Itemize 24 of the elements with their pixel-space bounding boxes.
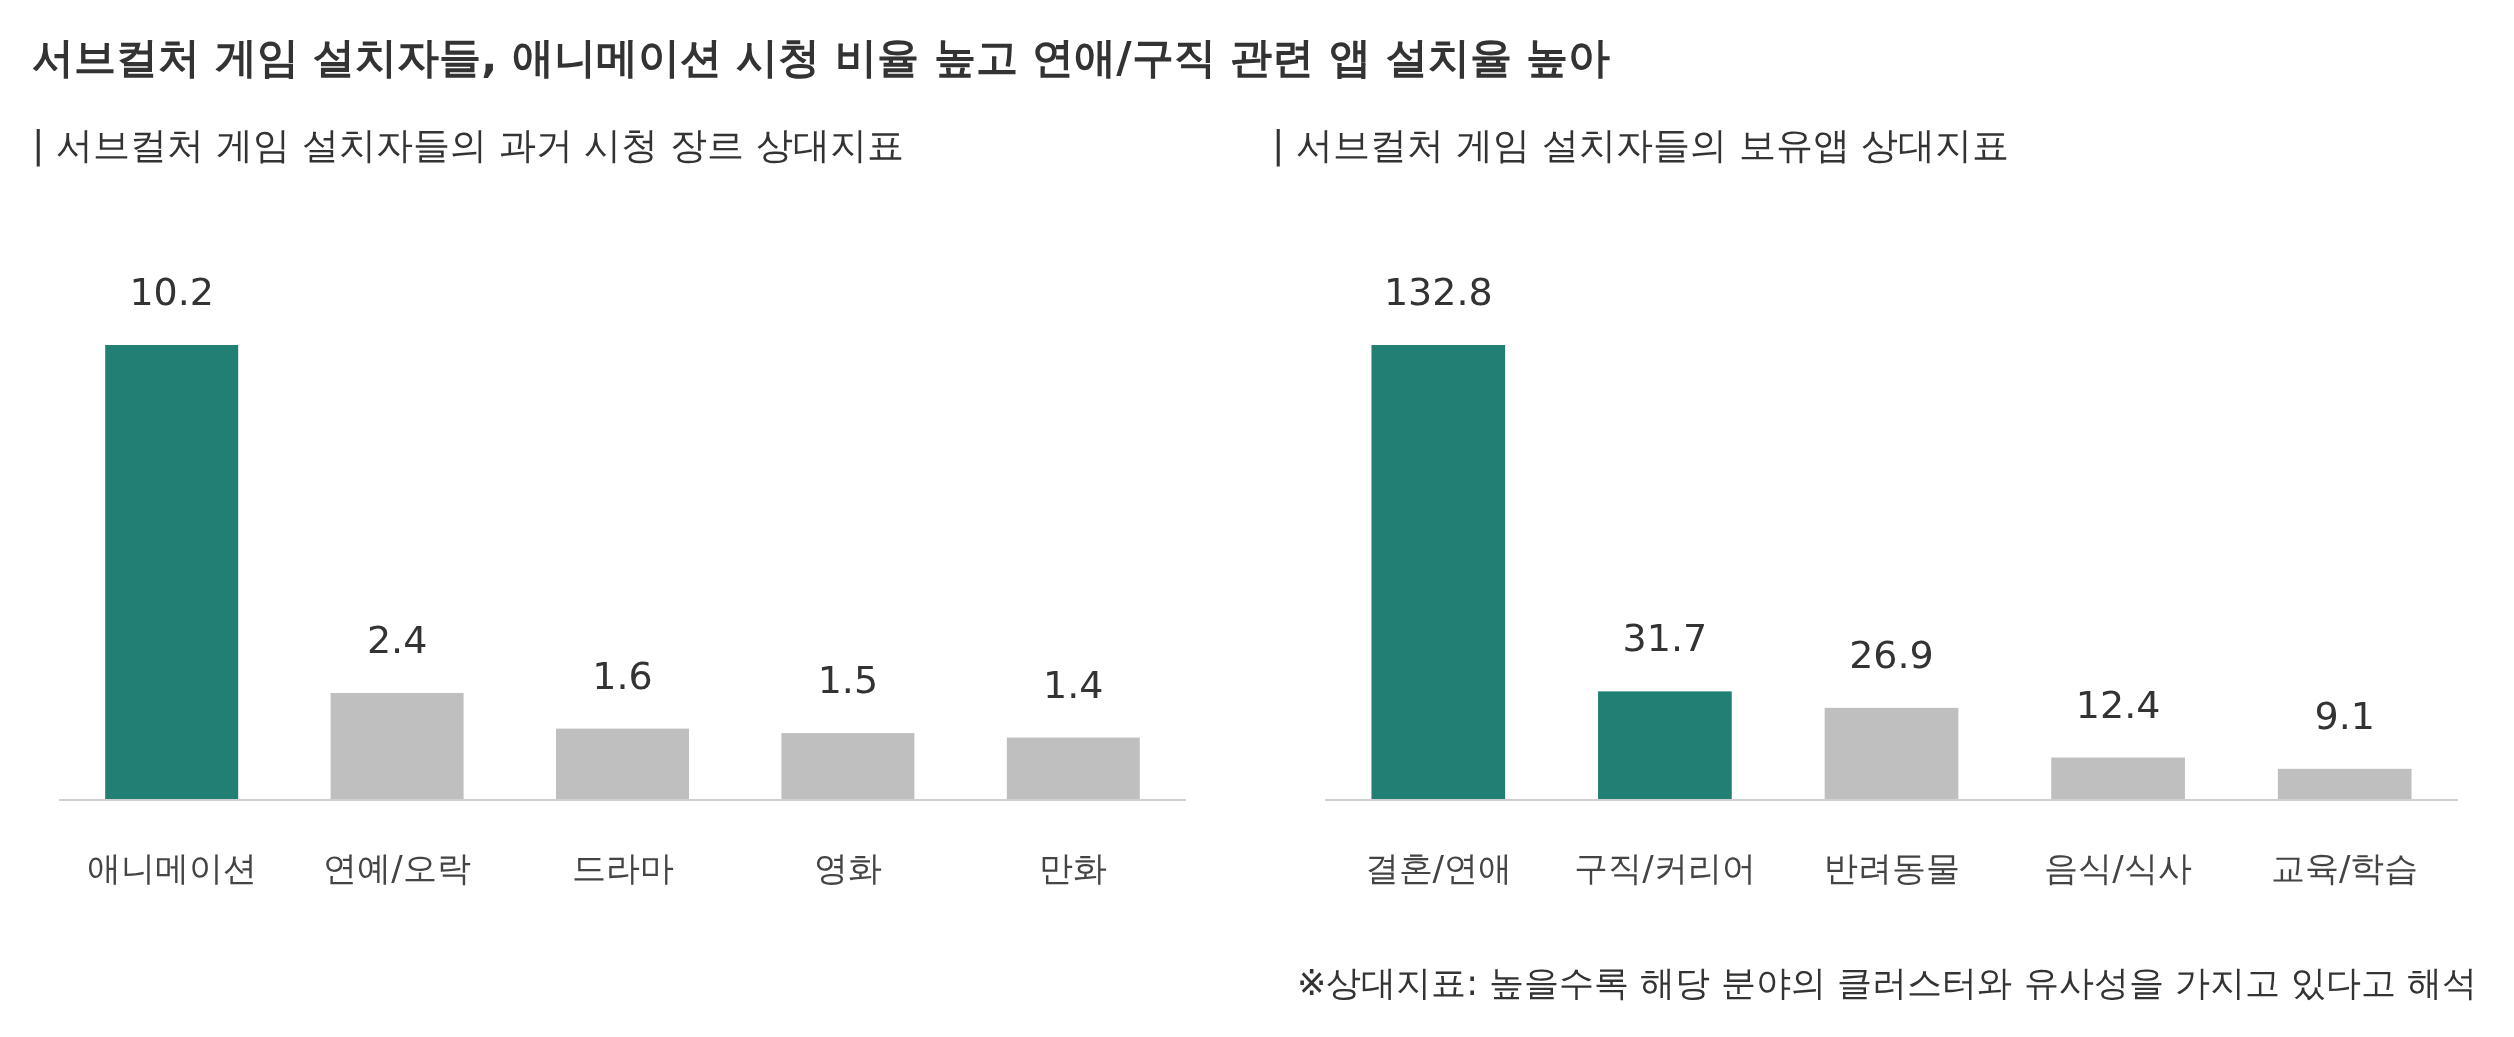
x-tick-label: 애니메이션 xyxy=(86,848,257,888)
chart-subtitle: | 서브컬처 게임 설치자들의 보유앱 상대지표 xyxy=(1272,124,2010,167)
data-label: 2.4 xyxy=(366,617,428,662)
x-tick-label: 교육/학습 xyxy=(2270,848,2419,888)
data-label: 12.4 xyxy=(2075,682,2161,727)
data-label: 1.4 xyxy=(1043,662,1104,707)
chart-title: 서브컬처 게임 설치자들, 애니메이션 시청 비율 높고 연애/구직 관련 앱 설치율 높아 xyxy=(32,33,1611,82)
data-label: 9.1 xyxy=(2314,693,2375,738)
data-label: 26.9 xyxy=(1849,632,1934,677)
x-tick-label: 영화 xyxy=(813,848,882,888)
x-tick-label: 반려동물 xyxy=(1823,848,1960,888)
data-label: 1.6 xyxy=(592,653,653,698)
x-tick-label: 연예/오락 xyxy=(323,848,471,888)
data-label: 1.5 xyxy=(817,658,879,703)
x-tick-label: 드라마 xyxy=(571,848,674,888)
data-label: 132.8 xyxy=(1383,270,1493,314)
x-tick-label: 만화 xyxy=(1039,848,1108,888)
data-label: 31.7 xyxy=(1622,616,1708,661)
x-tick-label: 결혼/연애 xyxy=(1364,848,1513,888)
data-label: 10.2 xyxy=(129,270,214,314)
chart-subtitle: | 서브컬처 게임 설치자들의 과거 시청 장르 상대지표 xyxy=(32,124,904,167)
x-tick-label: 음식/식사 xyxy=(2044,848,2192,888)
text: ※상대지표: 높을수록 해당 분야의 클러스터와 유사성을 가지고 있다고 해석 xyxy=(1296,963,2477,1003)
x-tick-label: 구직/커리어 xyxy=(1574,848,1756,888)
